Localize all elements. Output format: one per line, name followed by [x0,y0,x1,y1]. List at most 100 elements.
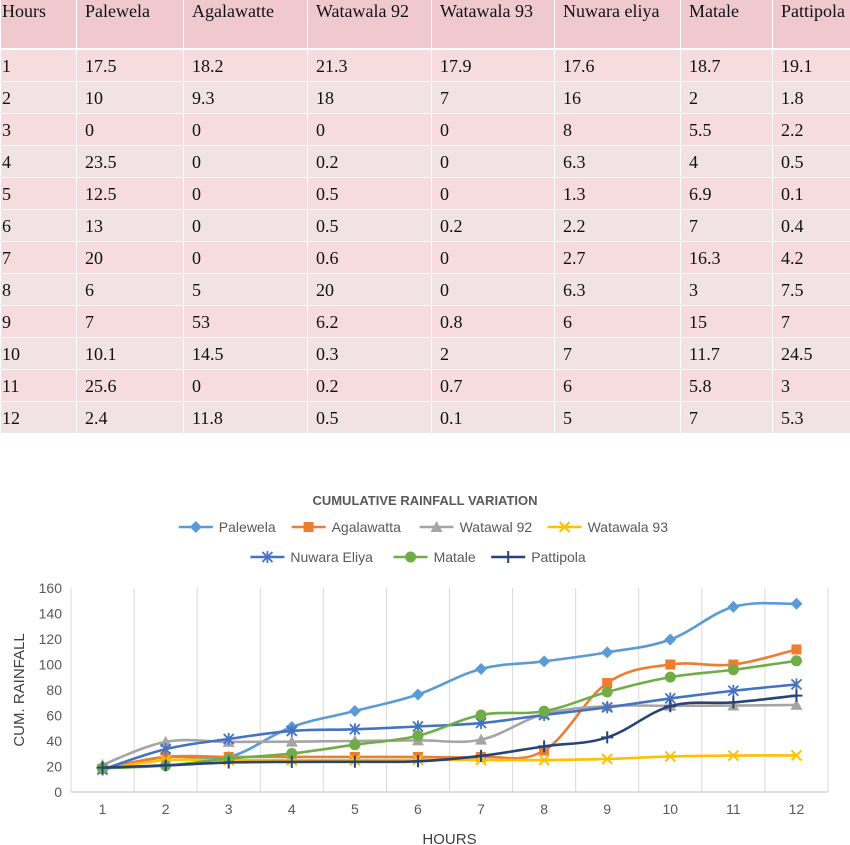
table-cell: 8 [0,273,77,306]
table-row: 3 0 0 0 0 8 5.5 2.2 [0,113,850,146]
table-cell: 11 [0,369,77,402]
table-cell: 1 [0,49,77,82]
y-tick-label: 60 [46,708,62,724]
table-cell: 20 [76,241,184,274]
table-cell: 0 [183,209,308,242]
data-point [664,700,677,713]
data-point [261,551,274,563]
data-point [790,749,803,762]
data-point [96,761,109,774]
table-row: 10 10.1 14.5 0.3 2 7 11.7 24.5 [0,337,850,370]
table-cell: 9 [0,305,77,338]
table-cell: 17.9 [431,49,555,82]
table-cell: 12 [0,401,77,434]
table-cell: 5.8 [680,369,773,402]
y-tick-label: 80 [46,682,62,698]
table-cell: 3 [0,113,77,146]
x-tick-label: 5 [351,801,359,817]
table-row: 12 2.4 11.8 0.5 0.1 5 7 5.3 [0,401,850,434]
table-cell: 6 [554,305,681,338]
table-cell: 18 [307,81,432,114]
table-cell: 7 [76,305,184,338]
table-cell: 1.3 [554,177,681,210]
data-point [159,735,172,747]
table-cell: 0.5 [307,209,432,242]
table-cell: 6.3 [554,145,681,178]
table-cell: 0.1 [431,401,555,434]
table-cell: 4 [680,145,773,178]
data-point [790,689,803,702]
y-tick-label: 100 [39,657,63,673]
legend-label: Watawal 92 [460,519,533,535]
x-tick-label: 12 [789,801,805,817]
x-tick-label: 9 [603,801,611,817]
x-tick-label: 11 [726,801,741,817]
y-tick-label: 140 [39,606,63,622]
table-row: 2 10 9.3 18 7 16 2 1.8 [0,81,850,114]
x-tick-label: 7 [477,801,485,817]
y-tick-label: 40 [46,733,62,749]
legend-item: Matale [393,549,476,565]
table-cell: 53 [183,305,308,338]
table-cell: 0 [431,113,555,146]
data-point [664,750,676,763]
table-cell: 14.5 [183,337,308,370]
y-tick-label: 120 [39,631,63,647]
table-cell: 2.2 [772,113,850,146]
table-cell: 15 [680,305,773,338]
rainfall-table: Hours Palewela Agalawatte Watawala 92 Watawa… [0,0,850,434]
table-cell: 8 [554,113,681,146]
table-cell: 7 [431,81,555,114]
data-point [558,521,571,533]
data-point [348,755,361,768]
table-cell: 0.2 [307,369,432,402]
data-point [538,740,551,753]
table-row: 6 13 0 0.5 0.2 2.2 7 0.4 [0,209,850,242]
table-cell: 0 [183,177,308,210]
y-tick-label: 160 [39,580,63,596]
table-cell: 2 [0,81,77,114]
table-cell: 6.3 [554,273,681,306]
table-row: 4 23.5 0 0.2 0 6.3 4 0.5 [0,145,850,178]
y-tick-label: 0 [54,784,62,800]
data-point [727,664,739,676]
data-point [430,521,443,532]
table-cell: 3 [680,273,773,306]
x-tick-label: 8 [540,801,548,817]
data-point [475,709,487,721]
data-point [348,705,361,718]
table-cell: 0.5 [307,177,432,210]
data-point [475,749,488,762]
data-point [475,733,488,745]
table-cell: 7 [680,401,773,434]
data-point [286,747,298,759]
table-cell: 0 [431,145,555,178]
table-cell: 19.1 [772,49,850,82]
legend-label: Watawala 93 [588,519,669,535]
series-line [102,683,797,771]
column-header: Watawala 93 [431,0,555,50]
data-point [285,755,298,768]
table-cell: 2 [431,337,555,370]
table-cell: 25.6 [76,369,184,402]
table-cell: 7 [554,337,681,370]
data-point [727,600,740,613]
table-cell: 10.1 [76,337,184,370]
data-point [665,659,676,670]
table-cell: 5 [554,401,681,434]
x-tick-label: 3 [225,801,233,817]
table-cell: 12.5 [76,177,184,210]
data-point [303,522,314,532]
x-tick-label: 6 [414,801,422,817]
table-cell: 4 [0,145,77,178]
table-cell: 24.5 [772,337,850,370]
data-point [790,597,803,610]
series-pattipola [96,689,803,774]
x-tick-label: 10 [663,801,679,817]
data-point [412,730,424,742]
table-cell: 16.3 [680,241,773,274]
table-cell: 0.5 [307,401,432,434]
data-point [160,751,171,762]
column-header: Pattipola [772,0,850,50]
legend-label: Nuwara Eliya [290,549,373,565]
